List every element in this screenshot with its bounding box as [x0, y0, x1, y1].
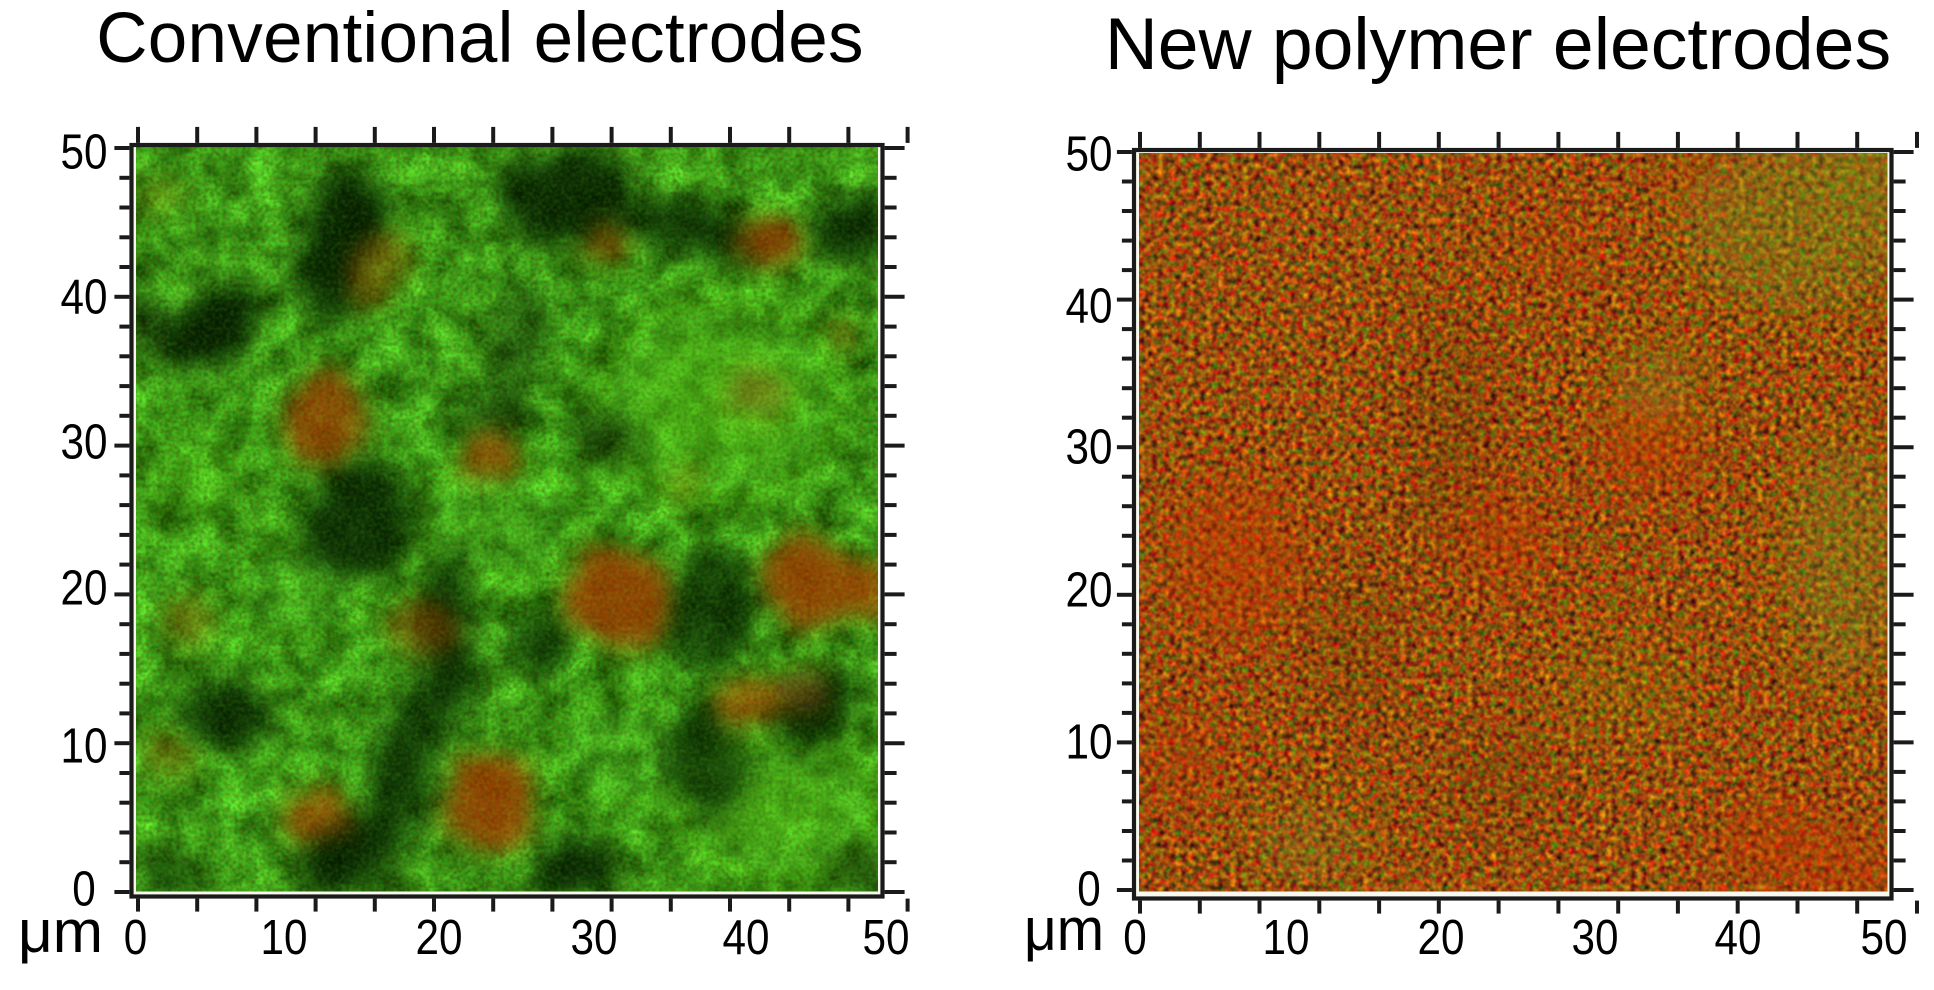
svg-text:Conventional electrodes: Conventional electrodes	[96, 0, 864, 78]
svg-text:10: 10	[261, 911, 308, 965]
svg-text:0: 0	[1123, 911, 1147, 965]
svg-text:μm: μm	[18, 898, 103, 965]
svg-text:40: 40	[61, 271, 108, 325]
svg-text:40: 40	[1066, 280, 1113, 334]
svg-text:10: 10	[1066, 716, 1113, 770]
svg-text:New polymer electrodes: New polymer electrodes	[1105, 3, 1891, 85]
svg-text:10: 10	[61, 720, 108, 774]
svg-text:30: 30	[61, 416, 108, 470]
svg-text:20: 20	[416, 911, 463, 965]
svg-text:30: 30	[1572, 911, 1619, 965]
svg-text:0: 0	[124, 911, 148, 965]
svg-text:50: 50	[61, 126, 108, 180]
svg-text:50: 50	[1861, 911, 1908, 965]
svg-text:10: 10	[1263, 911, 1310, 965]
svg-text:0: 0	[1077, 863, 1101, 917]
svg-text:50: 50	[1066, 128, 1113, 182]
svg-text:50: 50	[863, 911, 910, 965]
svg-text:0: 0	[72, 863, 96, 917]
svg-text:μm: μm	[1024, 896, 1104, 963]
svg-text:30: 30	[571, 911, 618, 965]
svg-text:20: 20	[1066, 564, 1113, 618]
svg-text:40: 40	[723, 911, 770, 965]
svg-text:20: 20	[61, 562, 108, 616]
svg-text:40: 40	[1715, 911, 1762, 965]
svg-text:30: 30	[1066, 421, 1113, 475]
svg-text:20: 20	[1418, 911, 1465, 965]
